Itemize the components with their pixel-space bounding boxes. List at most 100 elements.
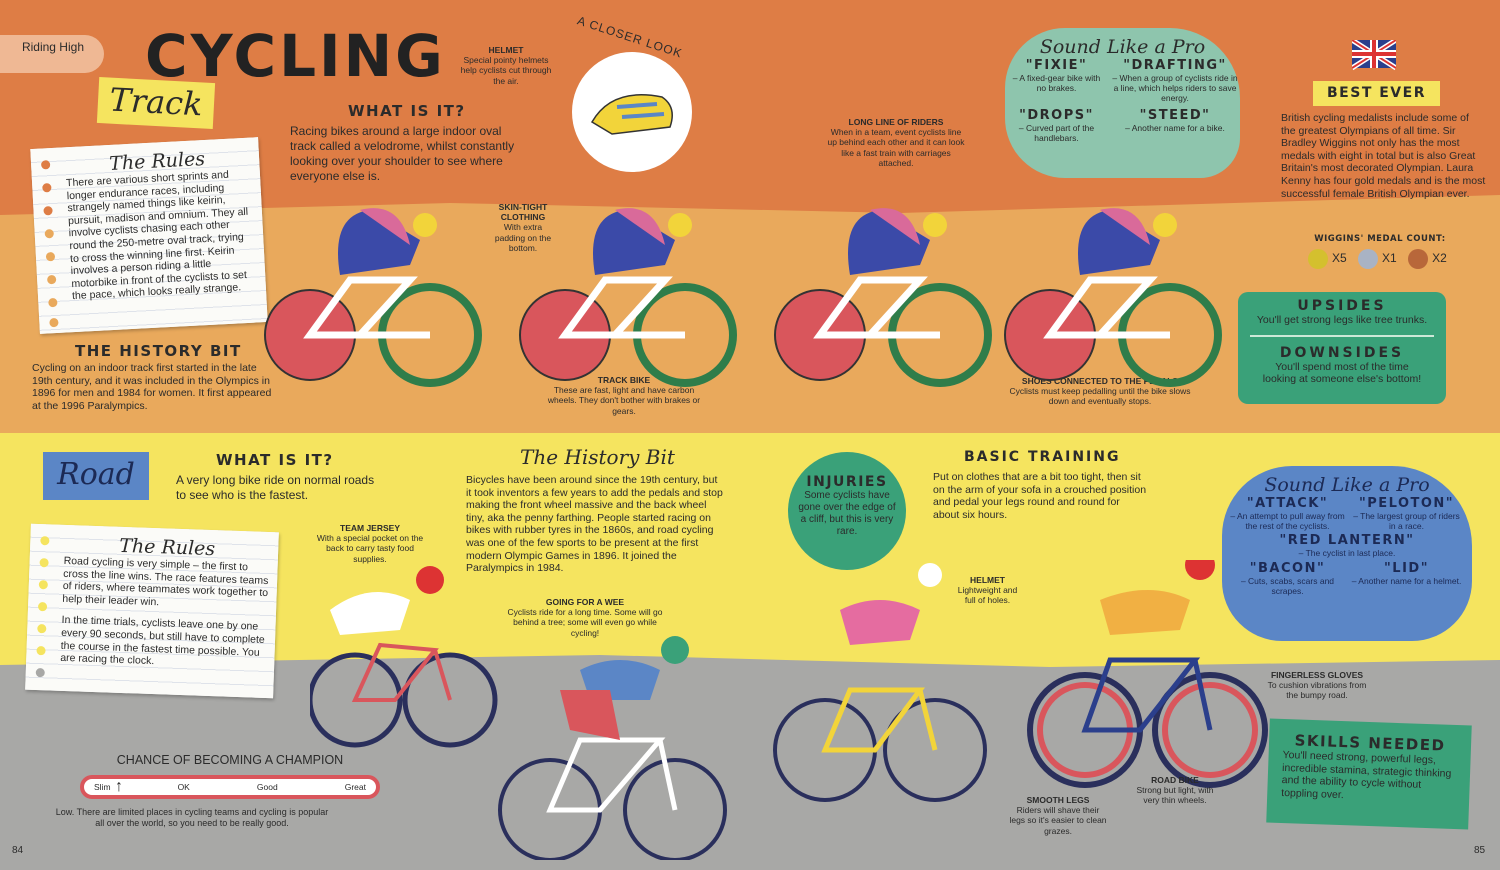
chance-text: Low. There are limited places in cycling… [55,807,329,828]
training-text: Put on clothes that are a bit too tight,… [933,471,1147,521]
track-bike-caption: TRACK BIKE These are fast, light and have… [545,375,703,416]
chance-title: CHANCE OF BECOMING A CHAMPION [116,753,344,767]
downsides-title: DOWNSIDES [1279,344,1405,361]
chance-level: Great [344,782,366,792]
road-rules-card: The Rules Road cycling is very simple – … [25,523,279,699]
chance-pointer-arrow-icon: ↑ [114,778,123,795]
track-helmet-caption: HELMET Special pointy helmets help cyclis… [455,45,557,86]
road-gloves-caption: FINGERLESS GLOVES To cushion vibrations f… [1262,670,1372,701]
pro-term: "BACON" – Cuts, scabs, scars and scrapes. [1240,560,1335,596]
caption-text: Cyclists must keep pedalling until the b… [1009,386,1191,407]
caption-title: TEAM JERSEY [340,523,400,533]
chance-level: Good [256,782,278,792]
pro-term: "ATTACK" – An attempt to pull away from t… [1230,496,1345,532]
caption-title: HELMET [970,575,1005,585]
pro-term: "RED LANTERN" – The cyclist in last place… [1279,533,1415,559]
caption-text: Strong but light, with very thin wheels. [1136,785,1214,806]
pro-term: "LID" – Another name for a helmet. [1351,560,1462,586]
track-pro-bubble: Sound Like a Pro "FIXIE" – A fixed-gear b… [1005,28,1240,178]
road-wee-caption: GOING FOR A WEE Cyclists ride for a long … [505,597,665,638]
caption-title: FINGERLESS GLOVES [1270,670,1364,680]
pro-title: Sound Like a Pro [1039,36,1206,58]
injuries-title: INJURIES [806,474,888,490]
road-rules-text: Road cycling is very simple – the first … [62,554,269,609]
road-jersey-caption: TEAM JERSEY With a special pocket on the … [310,523,430,564]
track-cyclist [774,208,992,387]
road-history-text: Bicycles have been around since the 19th… [466,474,723,575]
track-what-title: WHAT IS IT? [348,102,466,120]
road-cyclist [310,566,498,748]
pro-term: "DROPS" – Curved part of the handlebars. [1018,107,1095,143]
track-rules-card: The Rules There are various short sprint… [30,137,268,334]
caption-text: Special pointy helmets help cyclists cut… [460,55,552,86]
track-cyclist [264,208,482,387]
caption-text: When in a team, event cyclists line up b… [827,127,965,168]
caption-title: LONG LINE OF RIDERS [848,117,944,127]
caption-text: With a special pocket on the back to car… [316,533,424,564]
section-tab-label: Riding High [21,40,84,54]
caption-title: TRACK BIKE [597,375,651,385]
track-line-caption: LONG LINE OF RIDERS When in a team, event… [826,117,966,168]
road-cyclist [773,563,987,802]
medal-count-title: WIGGINS' MEDAL COUNT: [1314,234,1446,244]
page-title: CYCLING [145,22,446,90]
divider [1250,334,1434,337]
section-tab: Riding High [0,35,104,73]
caption-title: GOING FOR A WEE [545,597,625,607]
gold-medal-icon [1308,249,1328,269]
caption-title: ROAD BIKE [1151,775,1199,785]
pro-term: "STEED" – Another name for a bike. [1125,107,1225,133]
injuries-circle: INJURIES Some cyclists have gone over th… [788,452,906,570]
pro-term: "PELOTON" – The largest group of riders i… [1353,496,1460,532]
helmet-closeup [572,52,692,172]
caption-title: SMOOTH LEGS [1026,795,1090,805]
road-bike-caption: ROAD BIKE Strong but light, with very thi… [1130,775,1220,806]
road-what-text: A very long bike ride on normal roads to… [176,473,375,502]
caption-text: Lightweight and full of holes. [957,585,1018,606]
caption-title: SHOES CONNECTED TO THE PEDALS [1021,376,1179,386]
upsides-title: UPSIDES [1297,298,1387,314]
road-rules-text-2: In the time trials, cyclists leave one b… [60,614,265,668]
caption-text: With extra padding on the bottom. [494,222,552,253]
track-clothing-caption: SKIN-TIGHT CLOTHING With extra padding on… [492,202,554,253]
injuries-text: Some cyclists have gone over the edge of… [798,490,896,537]
chance-meter: Slim OK Good Great ↑ [80,775,380,799]
training-title: BASIC TRAINING [964,449,1121,465]
chance-level: Slim [94,782,111,792]
caption-text: To cushion vibrations from the bumpy roa… [1267,680,1367,701]
track-cyclist [1004,208,1222,387]
helmet-icon [590,94,673,135]
downsides-text: You'll spend most of the time looking at… [1262,360,1422,386]
track-shoes-caption: SHOES CONNECTED TO THE PEDALS Cyclists mu… [1000,376,1200,407]
caption-text: Cyclists ride for a long time. Some will… [507,607,663,638]
best-ever-text: British cycling medalists include some o… [1281,112,1486,200]
chance-level: OK [177,782,190,792]
track-cyclist [519,208,737,387]
road-helmet-caption: HELMET Lightweight and full of holes. [955,575,1020,606]
track-cyclists-illustration [264,208,1222,387]
bronze-medal-icon [1408,249,1429,269]
track-what-text: Racing bikes around a large indoor oval … [290,124,515,183]
upsides-text: You'll get strong legs like tree trunks. [1256,314,1428,326]
union-jack-flag-icon [1352,40,1396,71]
road-legs-caption: SMOOTH LEGS Riders will shave their legs … [1008,795,1108,836]
road-what-title: WHAT IS IT? [216,451,334,469]
track-history-title: THE HISTORY BIT [75,342,242,360]
caption-text: Riders will shave their legs so it's eas… [1009,805,1107,836]
upsides-downsides-box: UPSIDES You'll get strong legs like tree… [1238,292,1446,404]
caption-title: HELMET [488,45,524,55]
silver-medal-icon [1358,249,1379,269]
road-cyclist [1027,560,1268,788]
medal-count: X5 X1 X2 [1308,249,1447,269]
skills-needed-box: SKILLS NEEDED You'll need strong, powerf… [1266,718,1472,830]
road-cyclist [498,636,727,860]
best-ever-title: BEST EVER [1313,81,1440,106]
road-history-title: The History Bit [520,445,675,469]
road-label: Road [43,452,149,500]
page-number-left: 84 [12,845,24,856]
skills-text: You'll need strong, powerful legs, incre… [1281,748,1452,801]
caption-title: SKIN-TIGHT CLOTHING [498,202,548,223]
page-number-right: 85 [1474,845,1486,856]
road-pro-bubble: Sound Like a Pro "ATTACK" – An attempt to… [1222,466,1472,641]
track-history-text: Cycling on an indoor track first started… [32,362,272,412]
